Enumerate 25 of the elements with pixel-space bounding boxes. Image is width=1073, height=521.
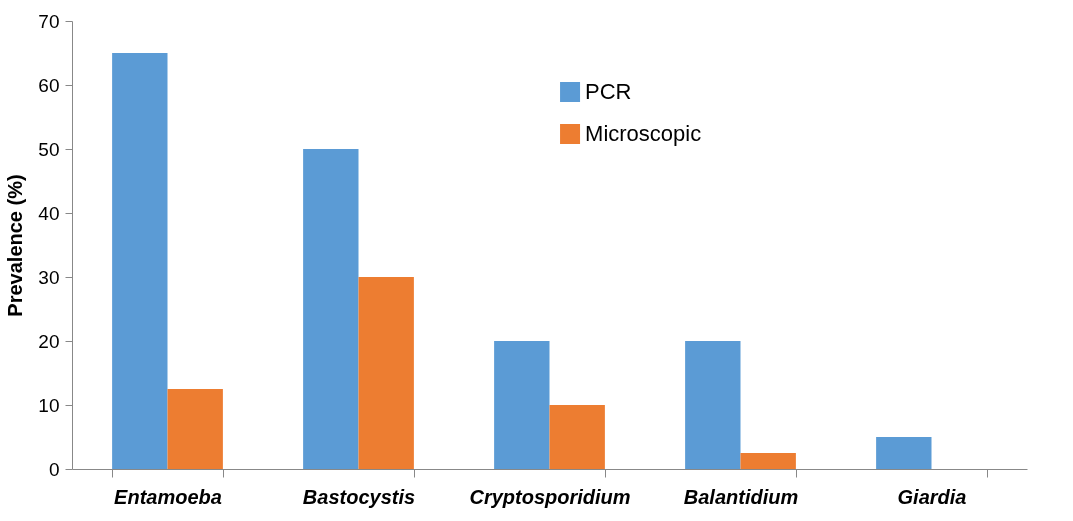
y-axis-title: Prevalence (%): [4, 174, 27, 317]
bar: [549, 405, 605, 469]
y-tick-label: 50: [38, 138, 60, 160]
legend-label: PCR: [585, 79, 632, 104]
bar: [358, 277, 414, 469]
x-tick-label: Balantidium: [683, 485, 799, 508]
y-tick-label: 60: [38, 74, 60, 96]
y-tick-label: 20: [38, 330, 60, 352]
y-tick-label: 30: [38, 266, 60, 288]
bar: [876, 437, 932, 469]
x-tick-label: Giardia: [897, 485, 967, 508]
y-tick-label: 40: [38, 202, 60, 224]
bar: [494, 341, 550, 469]
y-tick-label: 0: [48, 458, 60, 480]
x-tick-label: Cryptosporidium: [469, 485, 631, 508]
legend-label: Microscopic: [585, 121, 702, 146]
x-tick-label: Bastocystis: [302, 485, 416, 508]
bar: [685, 341, 741, 469]
bar: [112, 53, 168, 469]
bar: [167, 389, 223, 469]
x-tick-label: Entamoeba: [114, 485, 222, 508]
bar: [740, 453, 796, 469]
bar: [303, 149, 359, 469]
y-tick-label: 70: [38, 10, 60, 32]
y-tick-label: 10: [38, 394, 60, 416]
